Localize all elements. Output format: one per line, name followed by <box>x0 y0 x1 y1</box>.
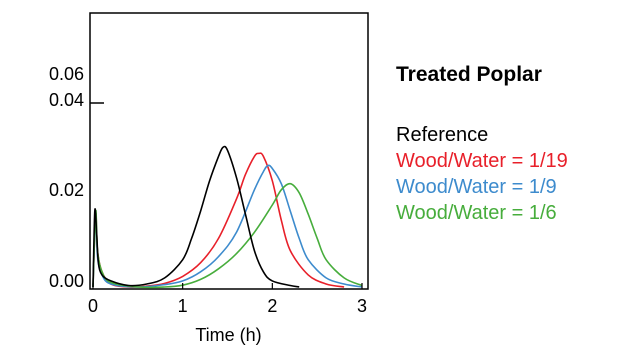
legend-entry: Reference <box>396 124 489 146</box>
x-axis-ticks: 0 1 2 3 <box>88 283 367 316</box>
series-line-2 <box>92 164 363 288</box>
chart-title: Treated Poplar <box>396 63 542 86</box>
series-line-0 <box>92 145 300 288</box>
series-lines <box>92 145 363 289</box>
y-tick-label: 0.06 <box>49 64 84 84</box>
legend-entry: Wood/Water = 1/6 <box>396 202 557 224</box>
x-tick-label: 0 <box>88 296 98 316</box>
plot-frame <box>89 12 369 290</box>
series-line-1 <box>92 152 345 288</box>
x-tick-label: 2 <box>267 296 277 316</box>
legend-entries: Reference Wood/Water = 1/19 Wood/Water = 1… <box>396 122 568 226</box>
y-tick-label: 0.02 <box>49 180 84 200</box>
x-axis-title: Time (h) <box>195 325 261 345</box>
x-tick-label: 1 <box>178 296 188 316</box>
legend-entry: Wood/Water = 1/9 <box>396 176 557 198</box>
y-axis-ticks: 0.00 0.02 0.04 0.06 <box>49 64 104 291</box>
series-line-3 <box>92 182 363 289</box>
y-tick-label: 0.00 <box>49 271 84 291</box>
y-tick-label: 0.04 <box>49 90 84 110</box>
legend-entry: Wood/Water = 1/19 <box>396 150 568 172</box>
legend: Treated Poplar Reference Wood/Water = 1/1… <box>396 60 568 226</box>
x-tick-label: 3 <box>357 296 367 316</box>
